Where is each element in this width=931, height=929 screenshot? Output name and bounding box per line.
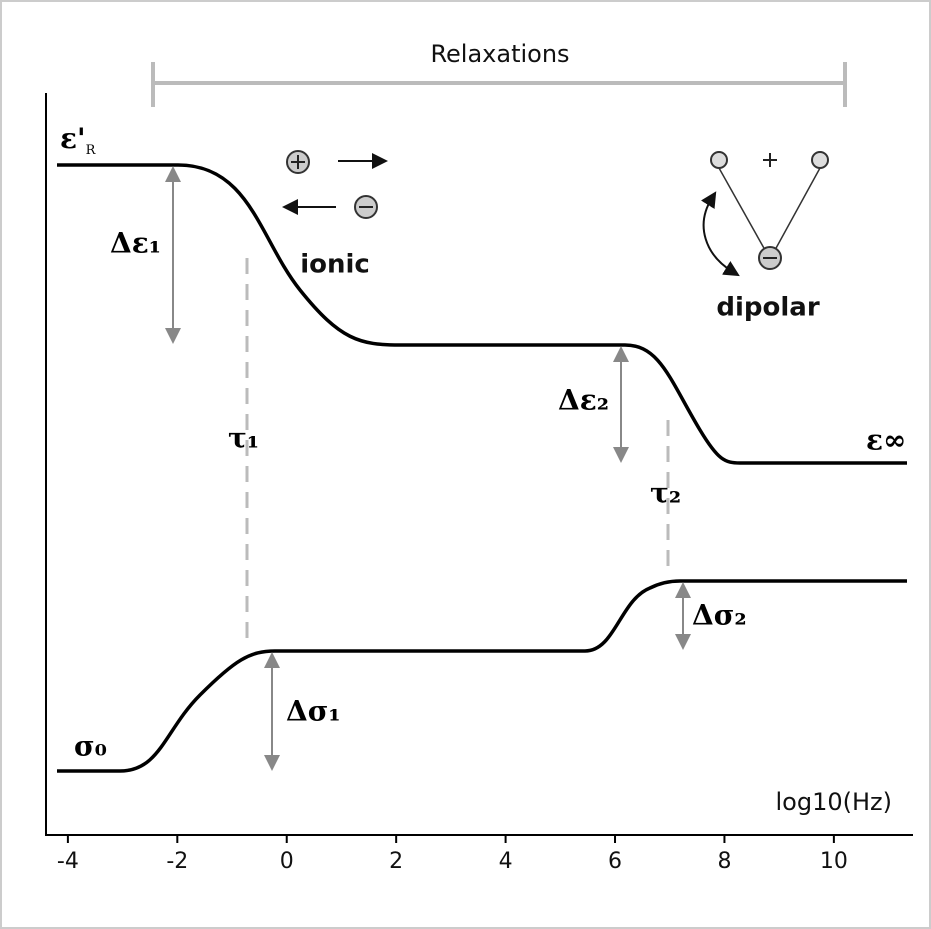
delta-eps-1: Δε₁ <box>110 227 161 260</box>
delta-sigma-2: Δσ₂ <box>692 599 747 632</box>
sigma-0: σ₀ <box>74 730 107 763</box>
delta-sigma-1: Δσ₁ <box>286 695 341 728</box>
x-tick-label: 8 <box>717 849 731 874</box>
delta-eps-2: Δε₂ <box>558 384 609 417</box>
x-tick-label: -4 <box>57 849 79 874</box>
x-tick-label: 2 <box>389 849 403 874</box>
permittivity-curve <box>57 163 907 465</box>
conductivity-curve <box>57 579 907 773</box>
dipolar-label: dipolar <box>716 293 819 323</box>
eps-inf: ε∞ <box>866 424 906 457</box>
x-tick-label: 0 <box>280 849 294 874</box>
tau-2: τ₂ <box>650 477 681 510</box>
x-tick-label: 4 <box>499 849 513 874</box>
eps-r-subscript: R <box>86 143 97 158</box>
x-tick-label: 6 <box>608 849 622 874</box>
eps-r-symbol: ε' <box>60 122 86 155</box>
x-tick-label: 10 <box>820 849 848 874</box>
bracket <box>151 62 847 107</box>
tau-1: τ₁ <box>228 422 259 455</box>
x-tick-label: -2 <box>166 849 188 874</box>
eps-r: ε'R <box>60 122 97 158</box>
delta-arrows <box>165 166 691 771</box>
axis-label: log10(Hz) <box>776 788 893 816</box>
title: Relaxations <box>430 40 569 68</box>
ionic-label: ionic <box>300 250 370 280</box>
ionic-icon <box>282 150 388 219</box>
dipolar-icon <box>700 151 829 277</box>
